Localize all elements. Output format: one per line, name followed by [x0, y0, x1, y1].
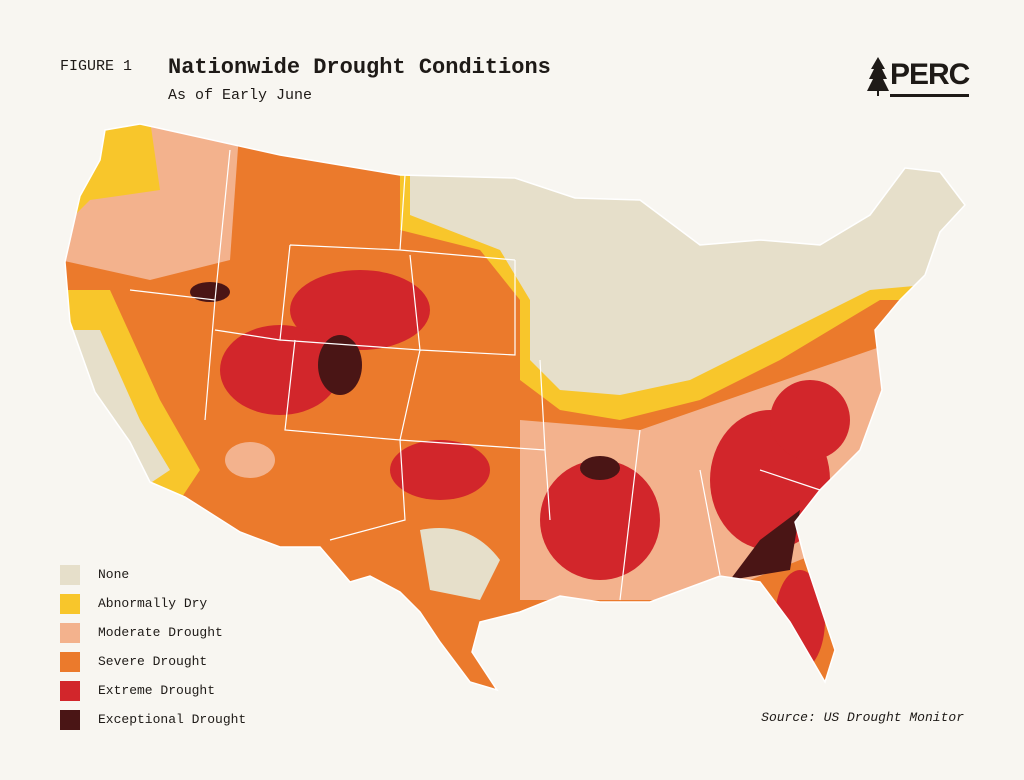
figure-label: FIGURE 1	[60, 58, 133, 75]
legend-swatch	[60, 622, 80, 643]
legend-item: Abnormally Dry	[60, 589, 246, 618]
legend-label: Moderate Drought	[98, 625, 223, 640]
legend-swatch	[60, 709, 80, 730]
legend-swatch	[60, 651, 80, 672]
legend-label: Abnormally Dry	[98, 596, 208, 611]
logo: PERC	[866, 55, 970, 97]
legend-item: None	[60, 560, 246, 589]
source: Source: US Drought Monitor	[761, 710, 964, 725]
legend: None Abnormally Dry Moderate Drought Severe…	[60, 560, 246, 734]
legend-item: Moderate Drought	[60, 618, 246, 647]
legend-label: Exceptional Drought	[98, 712, 247, 727]
legend-swatch	[60, 564, 80, 585]
subtitle: As of Early June	[168, 87, 313, 104]
logo-tree	[867, 57, 889, 96]
legend-item: Extreme Drought	[60, 676, 246, 705]
legend-label: None	[98, 567, 130, 582]
legend-swatch	[60, 593, 80, 614]
legend-item: Exceptional Drought	[60, 705, 246, 734]
legend-label: Extreme Drought	[98, 683, 216, 698]
title: Nationwide Drought Conditions	[168, 55, 551, 80]
legend-item: Severe Drought	[60, 647, 246, 676]
legend-label: Severe Drought	[98, 654, 208, 669]
logo-text: PERC	[890, 56, 970, 97]
state-borders	[129, 149, 821, 601]
legend-swatch	[60, 680, 80, 701]
